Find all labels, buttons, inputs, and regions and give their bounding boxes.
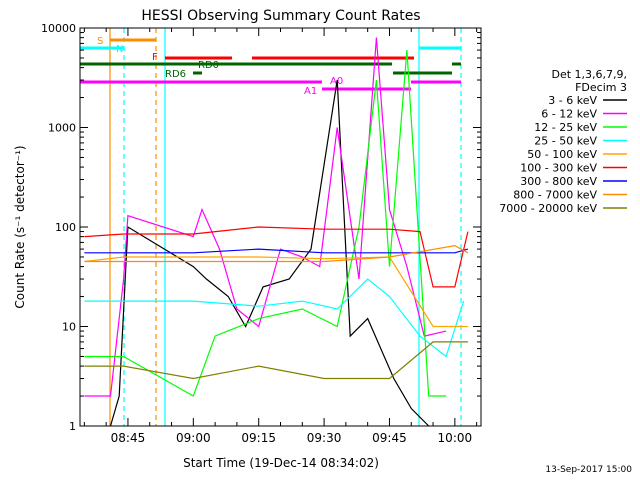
mode-flag-label: F	[152, 52, 158, 63]
series-line	[84, 248, 469, 254]
series-line	[84, 278, 465, 358]
x-tick-label: 10:00	[438, 431, 473, 445]
y-axis: 1 10 100 1000 10000	[41, 22, 481, 433]
y-tick-label: 10000	[41, 22, 76, 35]
series-line	[84, 244, 469, 263]
mode-flag-label: S	[97, 36, 103, 47]
y-tick-label: 1	[69, 420, 76, 433]
legend-entry-label: 300 - 800 keV	[520, 175, 597, 188]
series-line	[84, 226, 469, 288]
y-tick-label: 100	[55, 221, 76, 234]
series-line	[84, 256, 468, 328]
x-tick-label: 09:30	[307, 431, 342, 445]
legend-entry-label: 25 - 50 keV	[534, 135, 597, 148]
series-line	[84, 37, 447, 397]
legend-header: Det 1,3,6,7,9,	[551, 68, 627, 81]
mode-flag-label: RD0	[198, 60, 219, 71]
legend-entry-label: 100 - 300 keV	[520, 162, 597, 175]
legend-entry-label: 800 - 7000 keV	[513, 189, 597, 202]
series-line	[84, 341, 468, 380]
mode-flag-label: N	[116, 44, 123, 55]
legend-entry-label: 12 - 25 keV	[534, 121, 597, 134]
series-line	[84, 50, 447, 397]
x-tick-label: 09:15	[241, 431, 276, 445]
x-tick-label: 09:45	[372, 431, 407, 445]
legend-header: FDecim 3	[575, 81, 627, 94]
x-axis: 08:45 09:00 09:15 09:30 09:45 10:00	[83, 28, 478, 445]
x-tick-label: 08:45	[111, 431, 146, 445]
x-tick-label: 09:00	[176, 431, 211, 445]
legend-entry-label: 50 - 100 keV	[527, 148, 597, 161]
series-group	[84, 37, 469, 427]
x-axis-label: Start Time (19-Dec-14 08:34:02)	[183, 456, 379, 470]
y-tick-label: 10	[62, 321, 76, 334]
legend-entry-label: 7000 - 20000 keV	[499, 202, 597, 215]
mode-flag-label: A1	[304, 86, 317, 97]
series-line	[109, 79, 430, 427]
legend-entry-label: 6 - 12 keV	[541, 108, 597, 121]
chart-title: HESSI Observing Summary Count Rates	[141, 8, 420, 24]
y-tick-label: 1000	[48, 122, 76, 135]
mode-flag-label: RD6	[165, 69, 186, 80]
footer-timestamp: 13-Sep-2017 15:00	[545, 465, 632, 475]
y-axis-label: Count Rate (s⁻¹ detector⁻¹)	[13, 145, 27, 308]
legend-entry-label: 3 - 6 keV	[548, 94, 597, 107]
